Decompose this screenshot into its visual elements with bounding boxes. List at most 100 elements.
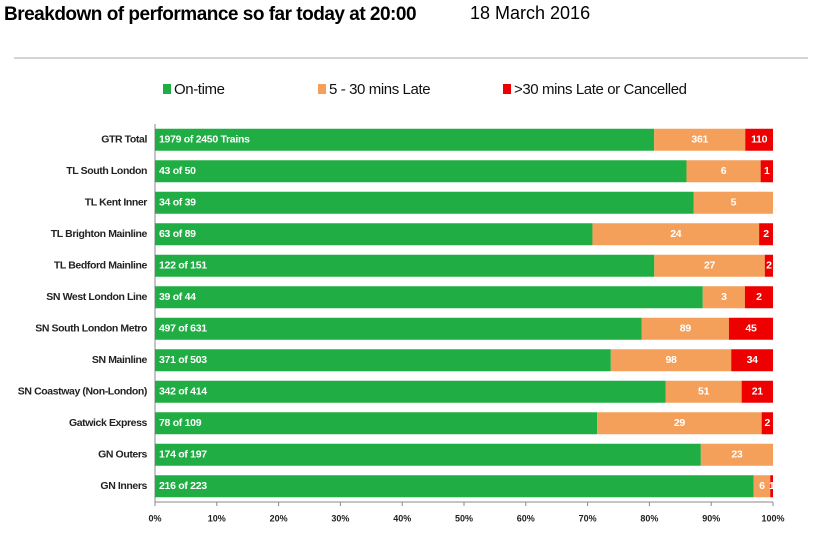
value-label: 78 of 109 — [159, 417, 202, 429]
bar-segment — [155, 412, 598, 435]
bar-segment — [155, 128, 655, 151]
x-tick-label: 40% — [393, 513, 411, 523]
bar-segment — [693, 191, 773, 214]
value-label: 63 of 89 — [159, 228, 196, 240]
bar-segment — [155, 475, 754, 498]
y-tick-label: SN West London Line — [46, 291, 147, 303]
legend-swatch — [503, 84, 511, 94]
y-tick-label: GTR Total — [101, 134, 147, 146]
value-label: 371 of 503 — [159, 354, 207, 366]
x-tick-label: 80% — [640, 513, 658, 523]
value-label: 1 — [769, 480, 775, 492]
x-tick-label: 60% — [517, 513, 535, 523]
bar-segment — [770, 475, 773, 498]
value-label: 34 of 39 — [159, 197, 196, 209]
legend-swatch — [318, 84, 326, 94]
legend-label: 5 - 30 mins Late — [329, 81, 430, 98]
bar-segment — [761, 412, 773, 435]
legend-swatch — [163, 84, 171, 94]
value-label: 1 — [764, 165, 770, 177]
value-label: 98 — [665, 354, 677, 366]
y-tick-label: SN Mainline — [92, 354, 148, 366]
value-label: 2 — [756, 291, 762, 303]
x-tick-label: 0% — [148, 513, 161, 523]
value-label: 45 — [745, 323, 757, 335]
x-tick-label: 100% — [761, 513, 784, 523]
bar-segment — [728, 317, 773, 340]
chart-title: Breakdown of performance so far today at… — [4, 4, 416, 25]
value-label: 39 of 44 — [159, 291, 196, 303]
bar-segment — [641, 317, 729, 340]
value-label: 24 — [670, 228, 682, 240]
bar-segment — [744, 286, 773, 309]
x-tick-label: 30% — [331, 513, 349, 523]
value-label: 342 of 414 — [159, 386, 207, 398]
value-label: 1979 of 2450 Trains — [159, 134, 250, 146]
bar-segment — [155, 349, 611, 372]
value-label: 27 — [704, 260, 716, 272]
y-tick-label: TL Brighton Mainline — [51, 228, 148, 240]
value-label: 216 of 223 — [159, 480, 207, 492]
value-label: 34 — [747, 354, 759, 366]
x-tick-label: 20% — [270, 513, 288, 523]
bar-segment — [155, 223, 593, 246]
value-label: 2 — [766, 260, 772, 272]
bar-segment — [155, 443, 701, 466]
bar-segment — [610, 349, 732, 372]
legend-label: >30 mins Late or Cancelled — [514, 81, 687, 98]
bar-segment — [654, 128, 746, 151]
bar-segment — [665, 380, 742, 403]
y-tick-label: Gatwick Express — [69, 417, 148, 429]
value-label: 23 — [731, 449, 743, 461]
y-tick-label: SN South London Metro — [35, 323, 147, 335]
x-tick-label: 70% — [579, 513, 597, 523]
bar-segment — [155, 317, 642, 340]
bar-segment — [702, 286, 745, 309]
value-label: 110 — [751, 134, 767, 146]
x-tick-label: 50% — [455, 513, 473, 523]
bar-segment — [155, 286, 703, 309]
value-label: 2 — [765, 417, 771, 429]
chart-subtitle: 18 March 2016 — [470, 3, 590, 23]
bar-segment — [155, 191, 694, 214]
bar-segment — [155, 380, 666, 403]
bar-segment — [753, 475, 771, 498]
value-label: 174 of 197 — [159, 449, 207, 461]
y-tick-label: SN Coastway (Non-London) — [18, 386, 147, 398]
value-label: 51 — [698, 386, 710, 398]
y-tick-label: GN Outers — [98, 449, 147, 461]
y-tick-label: TL South London — [66, 165, 147, 177]
legend-label: On-time — [174, 81, 225, 98]
value-label: 497 of 631 — [159, 323, 207, 335]
y-tick-label: GN Inners — [100, 480, 147, 492]
bar-segment — [155, 254, 655, 277]
bar-segment — [597, 412, 762, 435]
bar-segment — [155, 160, 687, 183]
bar-segment — [745, 128, 773, 151]
value-label: 21 — [752, 386, 764, 398]
bar-segment — [686, 160, 761, 183]
value-label: 361 — [691, 134, 708, 146]
x-tick-label: 10% — [208, 513, 226, 523]
bar-segment — [700, 443, 773, 466]
x-tick-label: 90% — [702, 513, 720, 523]
bar-segment — [731, 349, 773, 372]
value-label: 5 — [731, 197, 737, 209]
value-label: 89 — [680, 323, 692, 335]
value-label: 122 of 151 — [159, 260, 207, 272]
y-tick-label: TL Kent Inner — [85, 197, 148, 209]
y-tick-label: TL Bedford Mainline — [54, 260, 148, 272]
value-label: 6 — [759, 480, 765, 492]
bar-segment — [764, 254, 773, 277]
value-label: 3 — [721, 291, 727, 303]
bar-segment — [759, 223, 773, 246]
bar-segment — [760, 160, 773, 183]
value-label: 43 of 50 — [159, 165, 196, 177]
bar-segment — [741, 380, 773, 403]
bar-segment — [654, 254, 765, 277]
value-label: 2 — [763, 228, 769, 240]
bar-segment — [592, 223, 760, 246]
value-label: 29 — [674, 417, 686, 429]
value-label: 6 — [721, 165, 727, 177]
